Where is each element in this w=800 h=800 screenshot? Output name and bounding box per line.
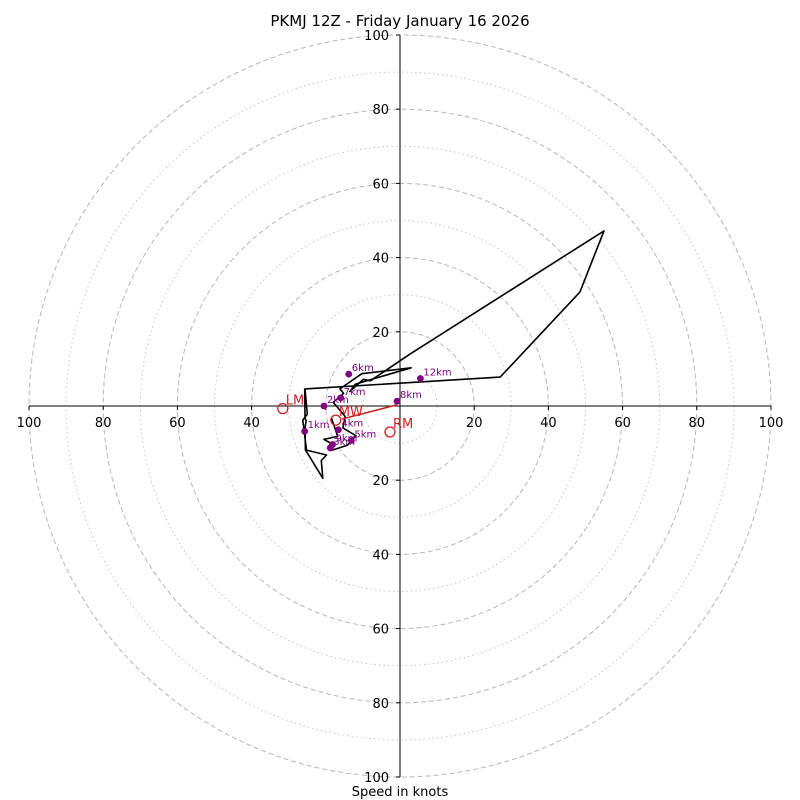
- height-marker-dot: [345, 370, 353, 378]
- height-marker-label: 12km: [423, 368, 451, 379]
- x-axis-label: Speed in knots: [352, 785, 449, 800]
- rm-label: RM: [393, 417, 413, 432]
- height-marker-dot: [320, 402, 328, 410]
- height-marker-dot: [337, 394, 345, 402]
- tick-labels: 100 80 60 40 20 40 60 80 100 100 80 60 40 20 20 40 60 80 1…: [17, 29, 784, 786]
- mw-label: MW: [339, 405, 363, 420]
- height-marker-label: 1km: [308, 420, 330, 431]
- storm-motion: RM LM MW: [277, 394, 413, 438]
- axes: [29, 35, 771, 777]
- x-tick-label: 40: [243, 416, 260, 431]
- height-marker-dot: [329, 441, 336, 448]
- x-tick-label: 20: [466, 416, 483, 431]
- height-marker-label: 9km: [335, 434, 357, 445]
- height-marker-label: 7km: [344, 387, 366, 398]
- chart-title: PKMJ 12Z - Friday January 16 2026: [270, 12, 529, 30]
- x-tick-label: 60: [614, 416, 631, 431]
- y-tick-label: 40: [372, 252, 389, 267]
- y-tick-label: 80: [372, 103, 389, 118]
- storm-motion-vector: [341, 404, 397, 420]
- height-marker-dot: [347, 437, 355, 444]
- rm-marker: [384, 426, 396, 438]
- height-marker-label: 3km: [333, 437, 355, 448]
- y-tick-label: 40: [372, 548, 389, 563]
- y-tick-label: 100: [364, 771, 389, 786]
- height-marker-label: 8km: [400, 390, 422, 401]
- x-tick-label: 60: [169, 416, 186, 431]
- x-tick-label: 100: [759, 416, 784, 431]
- height-marker-dot: [335, 426, 342, 434]
- y-tick-label: 80: [372, 697, 389, 712]
- lm-label: LM: [286, 394, 304, 409]
- height-marker-label: 4km: [341, 419, 363, 430]
- x-tick-label: 80: [689, 416, 706, 431]
- lm-marker: [277, 402, 289, 415]
- height-marker-label: 5km: [354, 430, 376, 441]
- height-marker-label: 6km: [352, 363, 374, 374]
- height-marker-dot: [393, 397, 401, 405]
- y-tick-label: 60: [372, 177, 389, 192]
- y-tick-label: 100: [364, 29, 389, 44]
- y-tick-label: 20: [372, 474, 389, 489]
- x-tick-label: 40: [540, 416, 557, 431]
- x-tick-label: 80: [95, 416, 112, 431]
- height-marker-dot: [417, 375, 424, 382]
- y-tick-label: 20: [372, 326, 389, 341]
- height-marker-dot: [301, 427, 309, 435]
- x-tick-label: 100: [17, 416, 42, 431]
- y-tick-label: 60: [372, 623, 389, 638]
- height-marker-label: 2km: [327, 395, 349, 406]
- mw-marker: [330, 414, 342, 426]
